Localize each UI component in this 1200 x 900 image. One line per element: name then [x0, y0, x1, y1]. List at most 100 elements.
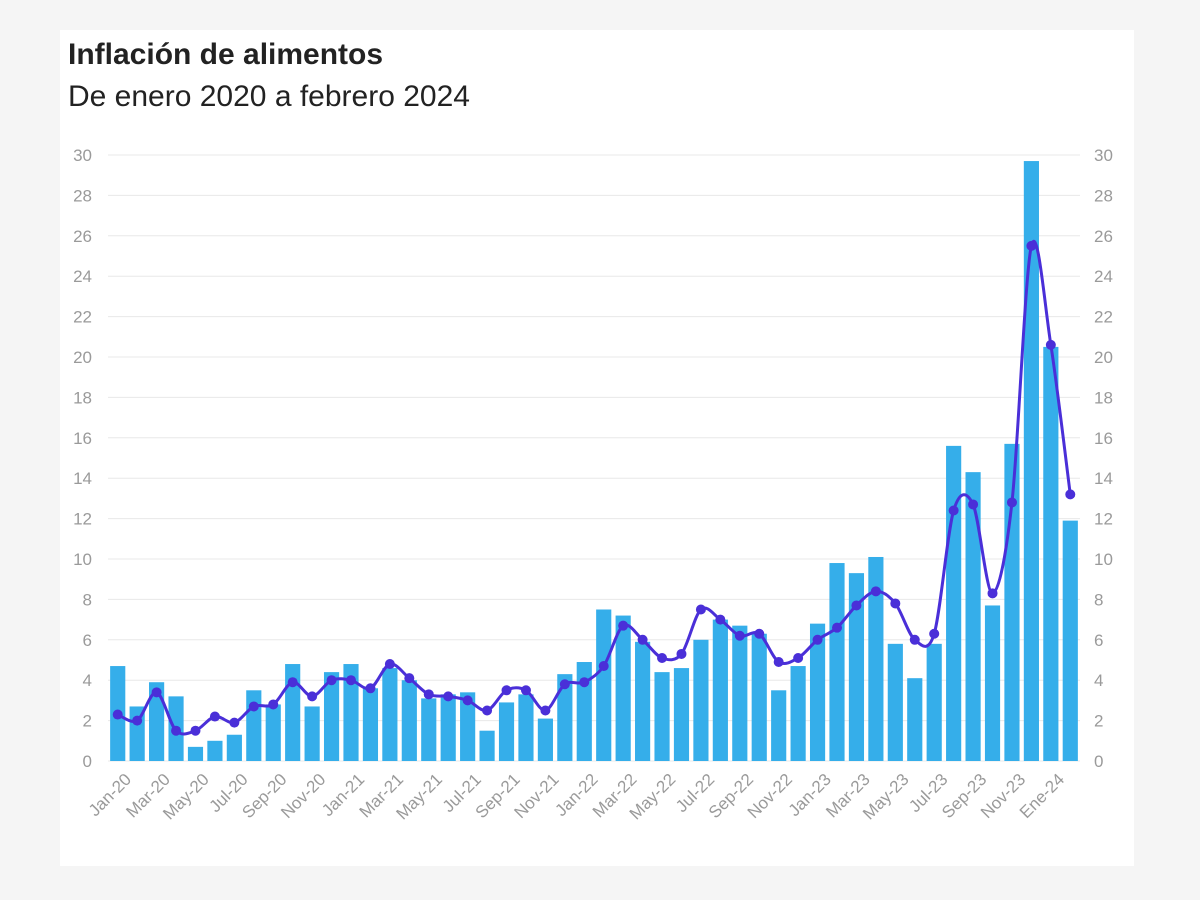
bar: [635, 641, 651, 761]
bar: [323, 672, 340, 761]
y-tick-label-left: 30: [73, 146, 92, 165]
line-point: [209, 711, 220, 722]
line-point: [909, 634, 920, 645]
bar: [576, 662, 592, 761]
x-axis: Jan-20Mar-20May-20Jul-20Sep-20Nov-20Jan-…: [85, 770, 1068, 824]
line-point: [929, 628, 940, 639]
bar: [868, 556, 884, 761]
line-point: [812, 634, 823, 645]
bar: [343, 664, 359, 761]
bar: [596, 609, 612, 761]
bar: [790, 666, 806, 761]
bar: [479, 730, 495, 761]
line-point: [268, 699, 279, 710]
y-tick-label-right: 4: [1094, 671, 1103, 690]
y-tick-label-right: 12: [1094, 510, 1113, 529]
bar: [149, 682, 165, 761]
y-tick-label-right: 28: [1094, 186, 1113, 205]
line-point: [365, 683, 376, 694]
bar: [673, 668, 690, 761]
line-point: [968, 499, 979, 510]
y-tick-label-right: 14: [1094, 469, 1113, 488]
bar: [887, 643, 903, 761]
line-point: [112, 709, 123, 720]
line-point: [1065, 489, 1076, 500]
bar: [1043, 346, 1059, 761]
bar: [1023, 161, 1039, 761]
line-point: [637, 634, 648, 645]
y-tick-label-left: 6: [83, 631, 92, 650]
bar: [732, 625, 748, 761]
line-point: [540, 705, 551, 716]
line-point: [890, 598, 901, 609]
points-layer: [112, 240, 1076, 736]
y-tick-label-right: 6: [1094, 631, 1103, 650]
bar: [615, 615, 631, 761]
bar: [265, 704, 281, 761]
y-tick-label-right: 0: [1094, 752, 1103, 771]
bar: [440, 694, 456, 761]
line-point: [462, 695, 473, 706]
y-tick-label-right: 26: [1094, 227, 1113, 246]
bar: [693, 639, 709, 761]
y-tick-label-left: 16: [73, 429, 92, 448]
bar: [829, 563, 845, 761]
bar: [751, 633, 767, 761]
line-point: [734, 630, 745, 641]
bar: [382, 668, 398, 761]
line-point: [870, 586, 881, 597]
bar: [809, 623, 826, 761]
y-tick-label-left: 0: [83, 752, 92, 771]
y-tick-label-left: 4: [83, 671, 92, 690]
line-point: [307, 691, 318, 702]
line-point: [715, 614, 726, 625]
line-point: [579, 677, 590, 688]
line-point: [1006, 497, 1017, 508]
line-point: [851, 600, 862, 611]
y-tick-label-right: 24: [1094, 267, 1113, 286]
line-point: [793, 652, 804, 663]
y-tick-label-right: 16: [1094, 429, 1113, 448]
bar: [285, 664, 301, 761]
line-point: [832, 622, 842, 633]
bar: [537, 718, 553, 761]
chart-subtitle: De enero 2020 a febrero 2024: [68, 80, 470, 113]
line-point: [443, 691, 454, 702]
y-tick-label-right: 20: [1094, 348, 1113, 367]
y-tick-label-left: 10: [73, 550, 92, 569]
line-point: [559, 679, 570, 690]
bars-layer: [110, 161, 1078, 761]
bar: [557, 674, 573, 761]
x-tick-label: Ene-24: [1016, 770, 1068, 822]
bar: [498, 702, 515, 761]
line-point: [695, 604, 706, 615]
bar: [207, 740, 223, 761]
bar: [771, 690, 787, 761]
y-tick-label-right: 30: [1094, 146, 1113, 165]
line-point: [190, 725, 201, 736]
bar: [654, 672, 670, 761]
line-point: [987, 588, 998, 599]
y-tick-label-left: 20: [73, 348, 92, 367]
bar: [1062, 520, 1078, 761]
y-tick-label-left: 22: [73, 308, 92, 327]
y-tick-label-right: 2: [1094, 712, 1103, 731]
line-point: [151, 687, 162, 698]
line-point: [598, 661, 609, 672]
bar: [304, 706, 320, 761]
bar: [401, 680, 417, 761]
line-point: [501, 685, 512, 696]
x-tick-label: Nov-22: [744, 770, 796, 822]
line-point: [1045, 339, 1056, 350]
bar: [907, 678, 923, 761]
line-point: [404, 673, 415, 684]
bar: [848, 573, 865, 761]
y-tick-label-left: 2: [83, 712, 92, 731]
line-point: [132, 715, 143, 726]
y-tick-label-left: 24: [73, 267, 92, 286]
y-tick-label-left: 18: [73, 388, 92, 407]
line-point: [948, 505, 959, 516]
bar: [226, 734, 242, 761]
